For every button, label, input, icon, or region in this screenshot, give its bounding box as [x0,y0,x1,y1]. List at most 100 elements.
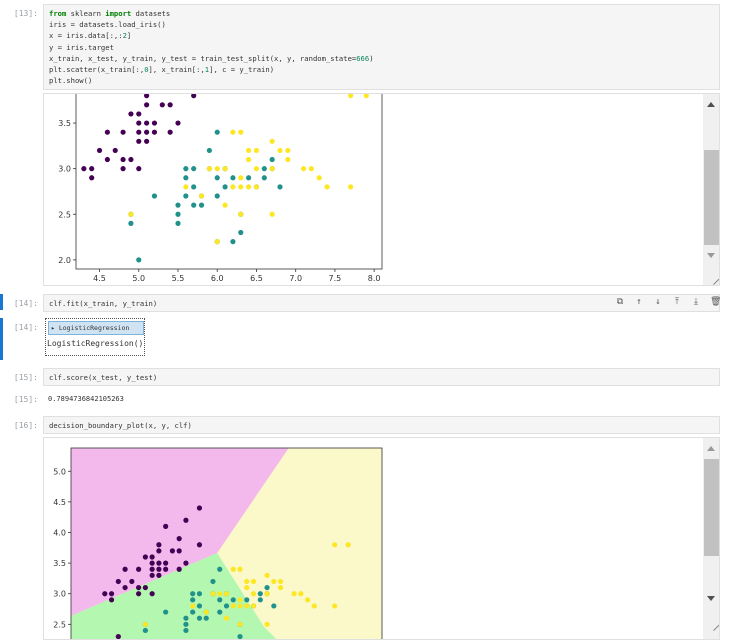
resize-handle-icon[interactable] [707,272,719,285]
scatter-point-class-1 [175,220,181,226]
scroll-up-arrow[interactable] [707,102,715,107]
scatter-point-class-1 [183,166,189,172]
scatter-point-class-2 [222,166,228,172]
scatter-point-class-2 [230,184,236,190]
scatter-point-class-0 [156,560,162,566]
scatter-point-class-2 [271,578,277,585]
scroll-thumb[interactable] [704,459,719,556]
code-token: 666 [356,53,370,63]
resize-handle-icon[interactable] [707,618,719,632]
scatter-point-class-2 [269,211,275,217]
scatter-point-class-0 [81,166,87,172]
scatter-point-class-2 [253,147,260,154]
scatter-point-class-1 [257,597,263,603]
scatter-point-class-1 [203,615,209,621]
scatter-point-class-2 [264,591,270,597]
scatter-point-class-0 [128,111,134,117]
scatter-point-class-2 [332,603,338,609]
arrow-down-icon[interactable]: ↓ [655,297,661,307]
scroll-thumb[interactable] [704,150,719,245]
scatter-point-class-2 [237,603,243,609]
scatter-point-class-1 [277,184,283,190]
y-tick-label: 3.0 [58,165,71,174]
scatter-point-class-2 [250,578,257,585]
output-scrollbar-2[interactable] [703,438,719,639]
model-repr-toggle[interactable]: ▸ LogisticRegression [48,321,144,335]
scatter-point-class-2 [238,129,244,135]
scatter-point-class-0 [196,542,203,548]
cell-16-code-editor[interactable]: decision_boundary_plot(x, y, clf) [43,416,720,434]
insert-above-icon[interactable]: ⤒ [675,297,679,307]
scatter-point-class-2 [142,621,148,627]
y-tick-label: 3.5 [58,119,71,128]
cell-13-code-editor[interactable]: from sklearn import datasets iris = datas… [43,4,720,90]
scatter-point-class-2 [128,211,134,217]
scatter-point-class-0 [149,572,155,578]
scatter-point-class-0 [167,102,173,108]
scatter-point-class-1 [214,175,220,181]
y-tick-label: 2.5 [53,620,66,629]
scatter-point-class-1 [217,609,223,615]
scatter-point-class-2 [214,239,220,245]
scatter-point-class-1 [217,566,223,572]
scatter-point-class-2 [217,591,223,597]
x-tick-label: 4.5 [93,274,106,283]
insert-below-icon[interactable]: ⤓ [694,297,698,307]
scatter-point-class-1 [210,578,216,585]
code-line: plt.show() [49,75,374,86]
code-token: datasets [131,9,171,18]
scatter-point-class-0 [149,566,155,572]
scatter-point-class-1 [191,184,197,190]
scatter-point-class-0 [136,584,142,591]
cell-15-code: clf.score(x_test, y_test) [49,373,158,382]
scatter-point-class-0 [175,120,181,126]
scatter-point-class-1 [190,609,196,615]
scatter-point-class-0 [156,572,162,578]
scatter-point-class-1 [183,615,189,621]
scatter-point-class-2 [264,572,270,578]
scatter-point-class-0 [104,156,110,163]
scatter-point-class-0 [89,166,95,172]
scatter-point-class-2 [269,166,275,172]
scatter-point-class-1 [214,193,220,199]
scatter-point-class-1 [257,591,263,597]
cell-14-prompt: [14]: [13,299,38,308]
scatter-point-class-0 [196,505,203,511]
code-token: y = iris.target [49,42,114,52]
scatter-point-class-2 [285,156,291,163]
scatter-point-class-2 [198,193,205,199]
scatter-point-class-2 [210,591,216,597]
scatter-point-class-0 [136,566,142,572]
scatter-point-class-1 [163,609,169,615]
code-token: x_train, x_test, y_train, y_test = train… [49,53,357,63]
scatter-point-class-0 [183,517,189,523]
scatter-point-class-2 [238,211,244,217]
code-line: x = iris.data[:,:2] [49,30,374,41]
scroll-down-arrow[interactable] [707,253,715,258]
cell-14-code-editor[interactable]: clf.fit(x_train, y_train) [43,294,720,312]
scatter-point-class-0 [120,156,126,163]
scatter-point-class-2 [237,566,243,572]
scatter-point-class-2 [206,166,212,172]
scroll-up-arrow[interactable] [707,446,715,451]
code-token: x = iris.data[:,: [49,31,123,41]
delete-icon[interactable]: 🗑 [710,297,722,307]
y-tick-label: 2.5 [58,210,71,219]
output-scrollbar[interactable] [703,94,719,285]
cell-13-output-frame: 4.5 5.0 5.5 6.0 6.5 7.0 7.5 8.0 2.0 2.5 3.0 3.5 [43,93,720,286]
scatter-point-class-1 [230,175,236,181]
scatter-point-class-0 [156,548,162,554]
scatter-point-class-0 [144,120,150,126]
scatter-point-class-1 [261,166,267,172]
scatter-point-class-2 [250,591,257,597]
scroll-down-arrow[interactable] [707,596,715,601]
scatter-point-class-2 [183,184,189,190]
code-token: import [105,9,132,18]
cell-15-code-editor[interactable]: clf.score(x_test, y_test) [43,368,720,386]
scatter-point-class-1 [222,184,228,190]
model-repr-text: LogisticRegression() [47,339,144,348]
copy-icon[interactable]: ⧉ [616,297,624,307]
cell-14-code: clf.fit(x_train, y_train) [49,299,158,308]
arrow-up-icon[interactable]: ↑ [636,297,642,307]
code-line: plt.scatter(x_train[:,0], x_train[:,1], … [49,64,374,75]
